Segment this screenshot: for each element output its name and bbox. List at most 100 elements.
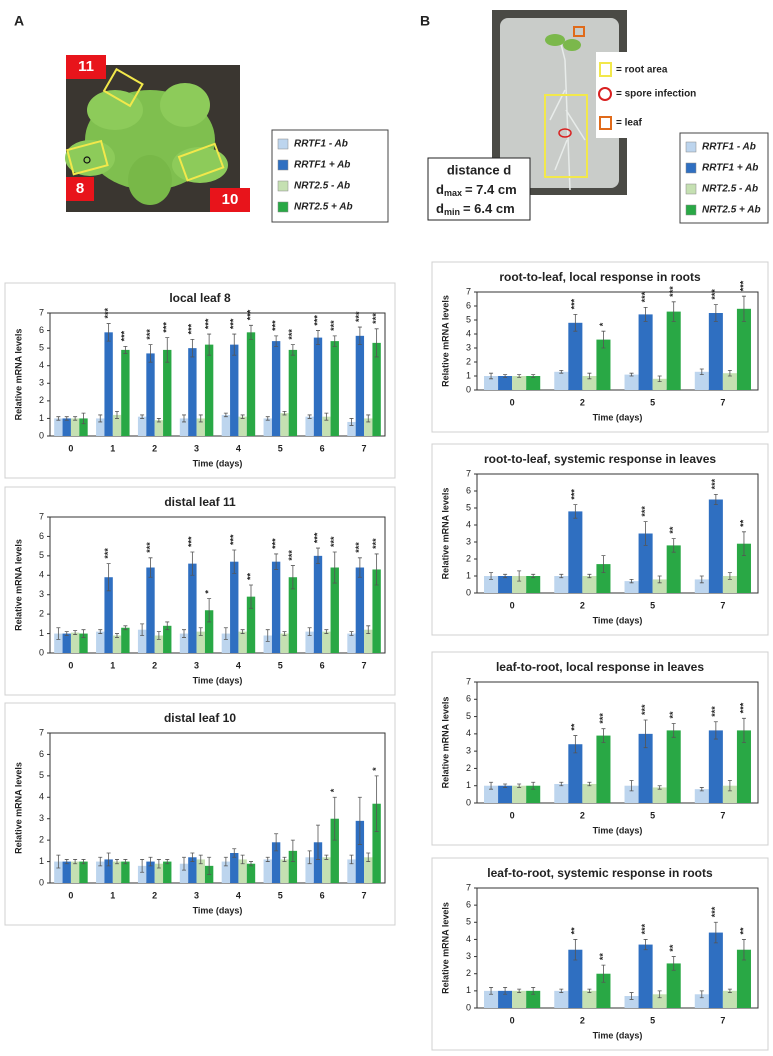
bar (708, 932, 723, 1008)
y-tick-label: 6 (39, 325, 44, 335)
y-tick-label: 7 (466, 882, 471, 892)
error-bar (56, 416, 61, 421)
error-bar (503, 987, 508, 995)
bar (347, 633, 356, 653)
error-bar (106, 563, 111, 592)
distance-text: = 6.4 cm (463, 201, 515, 216)
bar (355, 567, 365, 653)
bar (666, 963, 681, 1008)
bar (498, 785, 513, 803)
bar (722, 785, 737, 803)
bar (554, 576, 569, 593)
bar (238, 416, 247, 436)
error-bar (741, 939, 746, 961)
significance: *** (329, 320, 339, 331)
legend-label: RRTF1 - Ab (294, 139, 348, 150)
significance: *** (598, 713, 608, 724)
y-tick-label: 3 (39, 378, 44, 388)
error-bar (349, 854, 354, 865)
bar (263, 859, 272, 883)
error-bar (182, 629, 186, 638)
error-bar (232, 848, 237, 858)
y-tick-label: 5 (466, 502, 471, 512)
bar (736, 730, 751, 803)
error-bar (207, 856, 212, 875)
error-bar (489, 987, 494, 995)
bar (722, 576, 737, 593)
error-bar (503, 374, 508, 378)
error-bar (290, 344, 295, 356)
photo-plant (65, 55, 250, 212)
y-tick-label: 4 (466, 934, 471, 944)
legend-swatch (685, 204, 697, 216)
significance: *** (668, 286, 678, 297)
error-bar (657, 375, 662, 382)
bar (230, 561, 239, 653)
error-bar (98, 414, 103, 423)
x-tick-label: 5 (650, 397, 655, 407)
distance: dmax = 7.4 cm (436, 182, 517, 198)
y-tick-label: 0 (466, 587, 471, 597)
bar (484, 990, 499, 1008)
bar (280, 633, 289, 653)
y-tick-label: 6 (466, 300, 471, 310)
bar (694, 579, 709, 593)
x-tick-label: 0 (68, 660, 73, 670)
y-tick-label: 4 (466, 728, 471, 738)
symbol: d (436, 201, 444, 216)
x-tick-label: 5 (650, 600, 655, 610)
error-bar (374, 775, 379, 832)
x-tick-label: 2 (580, 397, 585, 407)
bar (322, 631, 331, 653)
y-tick-label: 4 (39, 360, 44, 370)
y-tick-label: 1 (466, 985, 471, 995)
x-tick-label: 7 (720, 397, 725, 407)
error-bar (699, 368, 704, 375)
x-tick-label: 4 (236, 660, 241, 670)
error-bar (156, 859, 161, 869)
x-tick-label: 4 (236, 443, 241, 453)
bar (146, 861, 155, 883)
legend-label: NRT2.5 + Ab (294, 202, 353, 213)
bar (347, 859, 356, 883)
error-bar (324, 412, 329, 421)
y-tick-label: 0 (466, 797, 471, 807)
y-tick-label: 0 (466, 384, 471, 394)
significance: *** (145, 329, 155, 340)
error-bar (629, 579, 634, 584)
significance: *** (145, 542, 155, 553)
error-bar (282, 856, 287, 862)
bar (512, 376, 527, 390)
error-bar (671, 723, 676, 738)
x-tick-label: 0 (510, 1015, 515, 1025)
y-tick-label: 3 (39, 813, 44, 823)
bar (79, 861, 88, 883)
x-tick-label: 5 (278, 443, 283, 453)
bar (137, 865, 147, 883)
error-bar (741, 717, 746, 743)
y-tick-label: 5 (39, 770, 44, 780)
y-axis-label: Relative mRNA levels (13, 539, 23, 631)
bar (498, 576, 513, 593)
bar (638, 533, 653, 593)
error-bar (307, 627, 312, 636)
bar (526, 576, 541, 593)
bar (163, 349, 172, 436)
error-bar (148, 344, 153, 363)
bar (62, 418, 71, 436)
error-bar (573, 735, 578, 754)
bar (554, 371, 569, 390)
x-tick-label: 7 (720, 1015, 725, 1025)
error-bar (699, 990, 704, 999)
error-bar (165, 337, 170, 363)
y-tick-label: 6 (39, 749, 44, 759)
y-tick-label: 6 (466, 900, 471, 910)
panel-label: B (420, 13, 430, 29)
y-tick-label: 7 (466, 676, 471, 686)
significance: ** (738, 519, 748, 527)
y-tick-label: 0 (39, 877, 44, 887)
error-bar (699, 575, 704, 584)
bar (512, 785, 527, 803)
error-bar (601, 555, 606, 573)
